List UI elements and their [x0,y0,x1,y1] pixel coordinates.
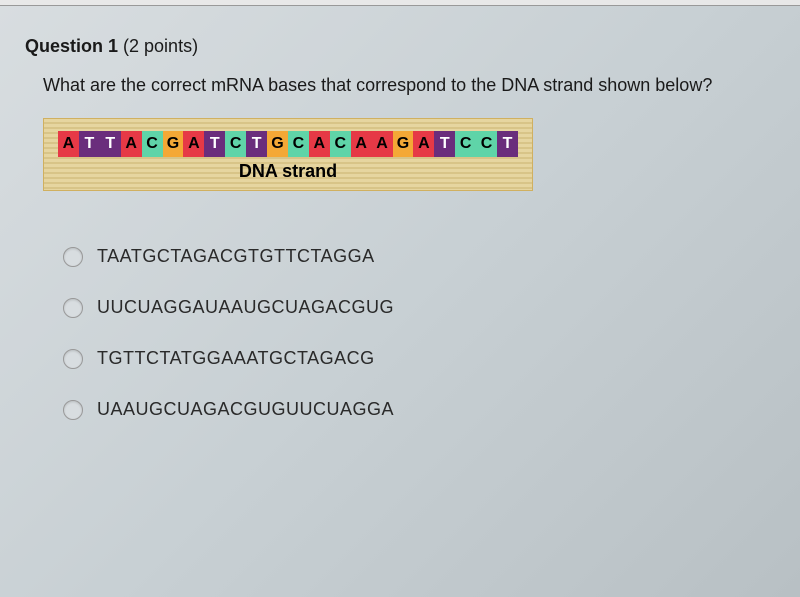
answer-option[interactable]: UAAUGCUAGACGUGUUCUAGGA [63,399,775,420]
answer-option[interactable]: TAATGCTAGACGTGTTCTAGGA [63,246,775,267]
question-points: (2 points) [123,36,198,56]
dna-base-C: C [476,131,497,157]
dna-base-T: T [79,131,100,157]
answer-option[interactable]: UUCUAGGAUAAUGCUAGACGUG [63,297,775,318]
radio-button[interactable] [63,349,83,369]
answer-option[interactable]: TGTTCTATGGAAATGCTAGACG [63,348,775,369]
dna-base-A: A [121,131,142,157]
radio-button[interactable] [63,298,83,318]
dna-base-A: A [309,131,330,157]
dna-base-A: A [58,131,79,157]
dna-base-T: T [100,131,121,157]
answer-option-label: TGTTCTATGGAAATGCTAGACG [97,348,375,369]
dna-graphic-container: ATTACGATCTGCACAAGATCCT DNA strand [43,118,533,191]
dna-base-T: T [246,131,267,157]
dna-base-T: T [204,131,225,157]
dna-base-A: A [183,131,204,157]
question-header: Question 1 (2 points) [25,36,775,57]
answer-option-label: TAATGCTAGACGTGTTCTAGGA [97,246,375,267]
dna-base-C: C [455,131,476,157]
dna-strand: ATTACGATCTGCACAAGATCCT [58,131,518,157]
dna-base-A: A [413,131,434,157]
radio-button[interactable] [63,400,83,420]
dna-base-C: C [288,131,309,157]
question-number: Question 1 [25,36,118,56]
question-content: Question 1 (2 points) What are the corre… [0,6,800,480]
dna-base-G: G [393,131,414,157]
dna-base-G: G [267,131,288,157]
radio-button[interactable] [63,247,83,267]
question-text: What are the correct mRNA bases that cor… [43,75,775,96]
answer-option-label: UAAUGCUAGACGUGUUCUAGGA [97,399,394,420]
dna-strand-label: DNA strand [58,161,518,182]
dna-base-A: A [372,131,393,157]
dna-base-A: A [351,131,372,157]
answer-options: TAATGCTAGACGTGTTCTAGGA UUCUAGGAUAAUGCUAGA… [63,246,775,420]
dna-base-C: C [142,131,163,157]
dna-base-T: T [497,131,518,157]
answer-option-label: UUCUAGGAUAAUGCUAGACGUG [97,297,394,318]
dna-base-T: T [434,131,455,157]
dna-base-G: G [163,131,184,157]
dna-base-C: C [225,131,246,157]
dna-base-C: C [330,131,351,157]
